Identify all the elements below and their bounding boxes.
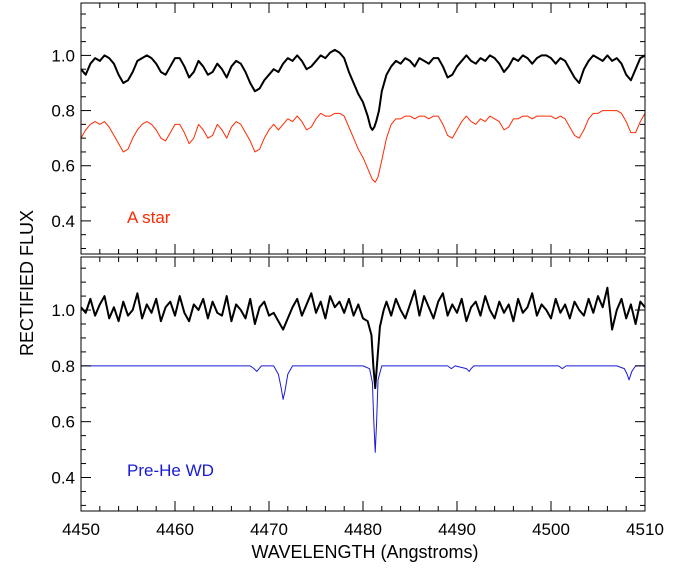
y-tick-label: 0.6: [51, 413, 75, 432]
panel-annotation: A star: [127, 208, 171, 227]
panel-top: 0.4 0.6 0.8 1.0 A star: [51, 2, 646, 255]
y-axis-title: RECTIFIED FLUX: [17, 210, 37, 356]
x-tick-label: 4450: [62, 520, 100, 539]
x-tick-label: 4500: [532, 520, 570, 539]
bottom-series-model: [81, 365, 645, 453]
x-tick-label: 4470: [250, 520, 288, 539]
panel-bottom: 0.4 0.6 0.8 1.0 Pre-He WD: [51, 256, 646, 512]
y-tick-label: 0.4: [51, 212, 75, 231]
y-tick-label: 0.4: [51, 469, 75, 488]
y-tick-label: 1.0: [51, 46, 75, 65]
x-tick-label: 4480: [344, 520, 382, 539]
top-series-model: [81, 110, 645, 183]
x-tick-label: 4510: [626, 520, 664, 539]
x-axis-title: WAVELENGTH (Angstroms): [251, 542, 478, 562]
x-tick-label: 4490: [438, 520, 476, 539]
y-tick-label: 0.8: [51, 357, 75, 376]
top-series-observed: [81, 48, 645, 131]
panel-annotation: Pre-He WD: [127, 461, 214, 480]
bottom-series-observed: [81, 286, 645, 390]
y-tick-label: 0.8: [51, 102, 75, 121]
y-tick-label: 0.6: [51, 157, 75, 176]
y-tick-label: 1.0: [51, 301, 75, 320]
x-tick-label: 4460: [156, 520, 194, 539]
